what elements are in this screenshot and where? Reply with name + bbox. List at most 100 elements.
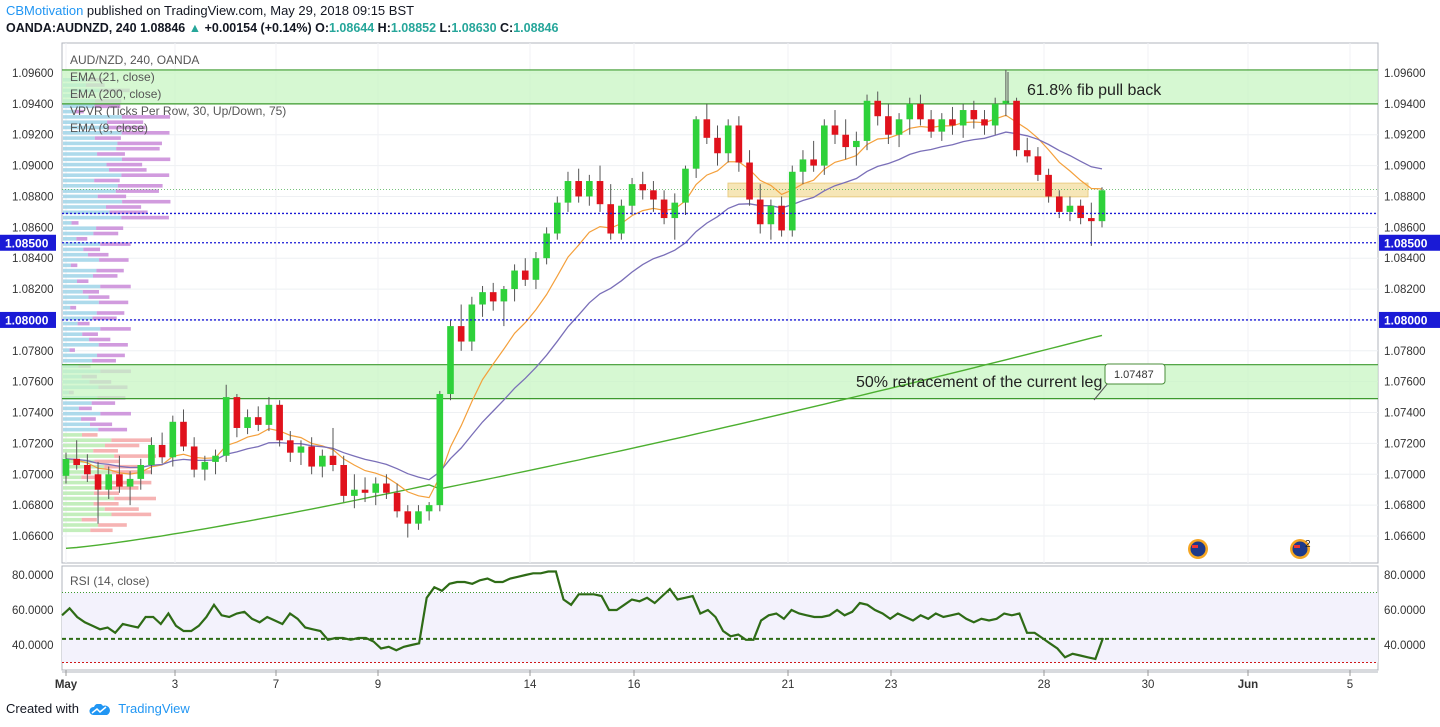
ema9-label[interactable]: EMA (9, close) bbox=[70, 121, 148, 135]
volume-bar-down bbox=[105, 205, 142, 209]
volume-bar-down bbox=[108, 125, 146, 130]
y-tick-label-left: 1.06800 bbox=[12, 500, 54, 512]
candle-down bbox=[735, 125, 743, 163]
volume-bar-up bbox=[63, 295, 89, 299]
volume-bar-up bbox=[63, 157, 123, 162]
volume-bar-up bbox=[63, 316, 93, 321]
candle-up bbox=[895, 119, 903, 135]
zone-box bbox=[62, 69, 1378, 104]
volume-bar-down bbox=[111, 438, 151, 442]
candle-up bbox=[297, 446, 305, 453]
volume-bar-down bbox=[108, 168, 147, 172]
candle-up bbox=[799, 159, 807, 172]
volume-bar-up bbox=[63, 284, 101, 289]
rsi-plot: 80.0000 80.0000 60.0000 60.0000 40.0000 40.00… bbox=[12, 570, 1426, 663]
candle-up bbox=[853, 140, 860, 148]
rsi-tick-left: 80.0000 bbox=[12, 570, 54, 582]
candle-down bbox=[1013, 100, 1020, 151]
volume-bar-up bbox=[63, 449, 94, 453]
volume-bar-down bbox=[76, 279, 89, 283]
y-tick-label-left: 1.07600 bbox=[12, 377, 54, 389]
volume-bar-up bbox=[63, 512, 112, 517]
volume-bar-down bbox=[97, 353, 125, 358]
x-tick-label: Jun bbox=[1238, 679, 1258, 691]
volume-bar-up bbox=[63, 523, 99, 527]
symbol-label: OANDA:AUDNZD, 240 bbox=[6, 21, 137, 35]
australia-flag-event-icon-2[interactable]: 2 bbox=[1290, 539, 1311, 559]
candle-down bbox=[286, 440, 294, 453]
volume-bar-up bbox=[63, 496, 115, 501]
callout-pointer bbox=[1093, 382, 1109, 401]
australia-flag-event-icon[interactable] bbox=[1188, 539, 1208, 559]
volume-bar-down bbox=[91, 401, 116, 405]
volume-bar-up bbox=[63, 411, 101, 416]
candle-down bbox=[361, 489, 369, 493]
volume-bar-up bbox=[63, 290, 83, 294]
candle-up bbox=[169, 421, 177, 458]
volume-bar-up bbox=[63, 205, 106, 209]
chart-canvas[interactable]: 1.09600 1.09600 1.09400 1.09400 1.09200 1.092… bbox=[0, 0, 1440, 700]
high-value: 1.08852 bbox=[390, 21, 437, 35]
candle-up bbox=[436, 394, 444, 506]
volume-bar-up bbox=[63, 131, 122, 135]
x-tick-label: 23 bbox=[885, 679, 898, 691]
x-tick-label: 30 bbox=[1142, 679, 1155, 691]
candle-down bbox=[703, 119, 711, 138]
volume-bar-down bbox=[122, 199, 171, 204]
volume-bar-down bbox=[71, 221, 79, 225]
rsi-tick-left: 40.0000 bbox=[12, 640, 54, 652]
volume-bar-up bbox=[63, 109, 75, 114]
volume-bar-up bbox=[63, 162, 107, 167]
y-tick-label-right: 1.07800 bbox=[1384, 346, 1426, 358]
volume-bar-up bbox=[63, 120, 108, 124]
price-axis[interactable]: 1.09600 1.09600 1.09400 1.09400 1.09200 1.092… bbox=[0, 68, 1440, 543]
volume-bar-up bbox=[63, 438, 112, 442]
volume-bar-up bbox=[63, 406, 79, 411]
rsi-tick-right: 40.0000 bbox=[1384, 640, 1426, 652]
ema-9-path bbox=[65, 131, 1103, 481]
volume-bar-down bbox=[96, 311, 125, 315]
rsi-label[interactable]: RSI (14, close) bbox=[70, 574, 149, 588]
volume-bar-down bbox=[94, 178, 120, 183]
volume-bar-up bbox=[63, 358, 93, 363]
author-link[interactable]: CBMotivation bbox=[6, 3, 84, 18]
candle-down bbox=[180, 421, 187, 447]
volume-bar-down bbox=[76, 237, 88, 241]
volume-bar-down bbox=[69, 348, 75, 352]
candle-up bbox=[628, 184, 636, 206]
candle-down bbox=[276, 404, 283, 441]
x-tick-label: 9 bbox=[375, 679, 381, 691]
volume-bar-down bbox=[104, 443, 140, 448]
candle-down bbox=[1077, 205, 1084, 219]
volume-bar-down bbox=[81, 517, 97, 522]
time-axis[interactable]: May 3 7 9 14 16 21 23 28 30 Jun 5 bbox=[55, 670, 1378, 691]
ema200-label[interactable]: EMA (200, close) bbox=[70, 87, 161, 101]
candle-up bbox=[415, 511, 422, 524]
volume-bar-up bbox=[63, 464, 105, 469]
x-tick-label: May bbox=[55, 679, 78, 691]
x-tick-label: 3 bbox=[172, 679, 178, 691]
series-label[interactable]: AUD/NZD, 240, OANDA bbox=[70, 53, 199, 67]
volume-bar-up bbox=[63, 194, 98, 199]
volume-bar-down bbox=[89, 337, 111, 342]
vpvr-label[interactable]: VPVR (Ticks Per Row, 30, Up/Down, 75) bbox=[70, 104, 286, 118]
tradingview-link[interactable]: TradingView bbox=[118, 701, 190, 716]
candle-up bbox=[553, 202, 561, 234]
candle-down bbox=[404, 511, 412, 524]
volume-bar-up bbox=[63, 210, 110, 215]
candle-up bbox=[105, 474, 113, 490]
volume-bar-down bbox=[106, 162, 143, 167]
volume-bar-down bbox=[121, 173, 170, 177]
candle-down bbox=[885, 116, 892, 135]
volume-bar-up bbox=[63, 443, 105, 448]
fib-pullback-label: 61.8% fib pull back bbox=[1027, 82, 1162, 99]
volume-bar-up bbox=[63, 215, 122, 220]
candle-down bbox=[1045, 174, 1052, 197]
ema21-label[interactable]: EMA (21, close) bbox=[70, 70, 155, 84]
volume-bar-up bbox=[63, 480, 112, 485]
price-pane[interactable] bbox=[61, 42, 1379, 564]
volume-bar-up bbox=[63, 454, 115, 458]
volume-bar-up bbox=[63, 178, 95, 183]
candle-up bbox=[425, 505, 433, 512]
candle-up bbox=[137, 465, 145, 479]
